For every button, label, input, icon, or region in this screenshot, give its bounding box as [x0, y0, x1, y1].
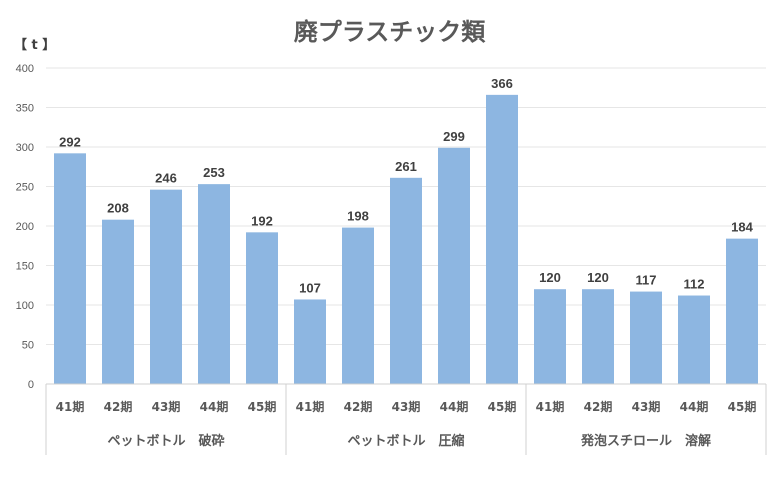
y-tick-label: 200	[16, 221, 34, 233]
x-tick-label: 45期	[248, 399, 277, 414]
y-axis-unit-label: 【 t 】	[14, 38, 56, 53]
data-label: 246	[155, 171, 177, 186]
data-label: 117	[636, 273, 657, 288]
bar	[102, 219, 134, 384]
data-label: 120	[539, 270, 561, 285]
data-label: 253	[203, 165, 225, 180]
bar	[438, 147, 470, 384]
y-tick-label: 150	[16, 261, 34, 273]
y-tick-label: 100	[16, 300, 34, 312]
data-label: 292	[59, 134, 81, 149]
y-tick-label: 0	[28, 379, 34, 391]
x-tick-label: 41期	[56, 399, 85, 414]
group-label: ペットボトル 破砕	[107, 433, 224, 449]
x-tick-label: 42期	[104, 399, 133, 414]
x-tick-label: 41期	[296, 399, 325, 414]
bar	[294, 299, 326, 384]
bar	[342, 227, 374, 384]
bar	[54, 153, 86, 384]
x-tick-label: 43期	[392, 399, 421, 414]
bar	[246, 232, 278, 384]
x-tick-label: 44期	[440, 399, 469, 414]
x-tick-label: 43期	[152, 399, 181, 414]
data-label: 198	[347, 209, 369, 224]
data-label: 366	[491, 76, 513, 91]
bar	[630, 291, 662, 384]
x-tick-label: 44期	[680, 399, 709, 414]
y-tick-label: 50	[22, 340, 34, 352]
bar	[726, 238, 758, 384]
data-label: 261	[395, 159, 417, 174]
bar	[534, 289, 566, 384]
bar	[150, 189, 182, 384]
chart-title: 廃プラスチック類	[293, 18, 486, 46]
x-tick-label: 42期	[584, 399, 613, 414]
y-tick-label: 400	[16, 63, 34, 75]
y-tick-label: 350	[16, 103, 34, 115]
bar	[582, 289, 614, 384]
group-label: ペットボトル 圧縮	[347, 433, 464, 449]
x-tick-label: 41期	[536, 399, 565, 414]
x-tick-label: 43期	[632, 399, 661, 414]
data-label: 184	[731, 220, 753, 235]
data-label: 192	[251, 213, 273, 228]
data-label: 107	[299, 280, 321, 295]
data-label: 208	[107, 201, 129, 216]
bar	[390, 177, 422, 384]
bar	[198, 184, 230, 384]
y-tick-label: 300	[16, 142, 34, 154]
bar	[678, 295, 710, 384]
bar	[486, 94, 518, 385]
x-tick-label: 45期	[728, 399, 757, 414]
x-tick-label: 44期	[200, 399, 229, 414]
x-tick-label: 45期	[488, 399, 517, 414]
data-label: 299	[443, 129, 465, 144]
data-label: 112	[684, 277, 705, 292]
x-tick-label: 42期	[344, 399, 373, 414]
group-label: 発泡スチロール 溶解	[580, 433, 711, 449]
data-label: 120	[587, 270, 609, 285]
y-tick-label: 250	[16, 182, 34, 194]
